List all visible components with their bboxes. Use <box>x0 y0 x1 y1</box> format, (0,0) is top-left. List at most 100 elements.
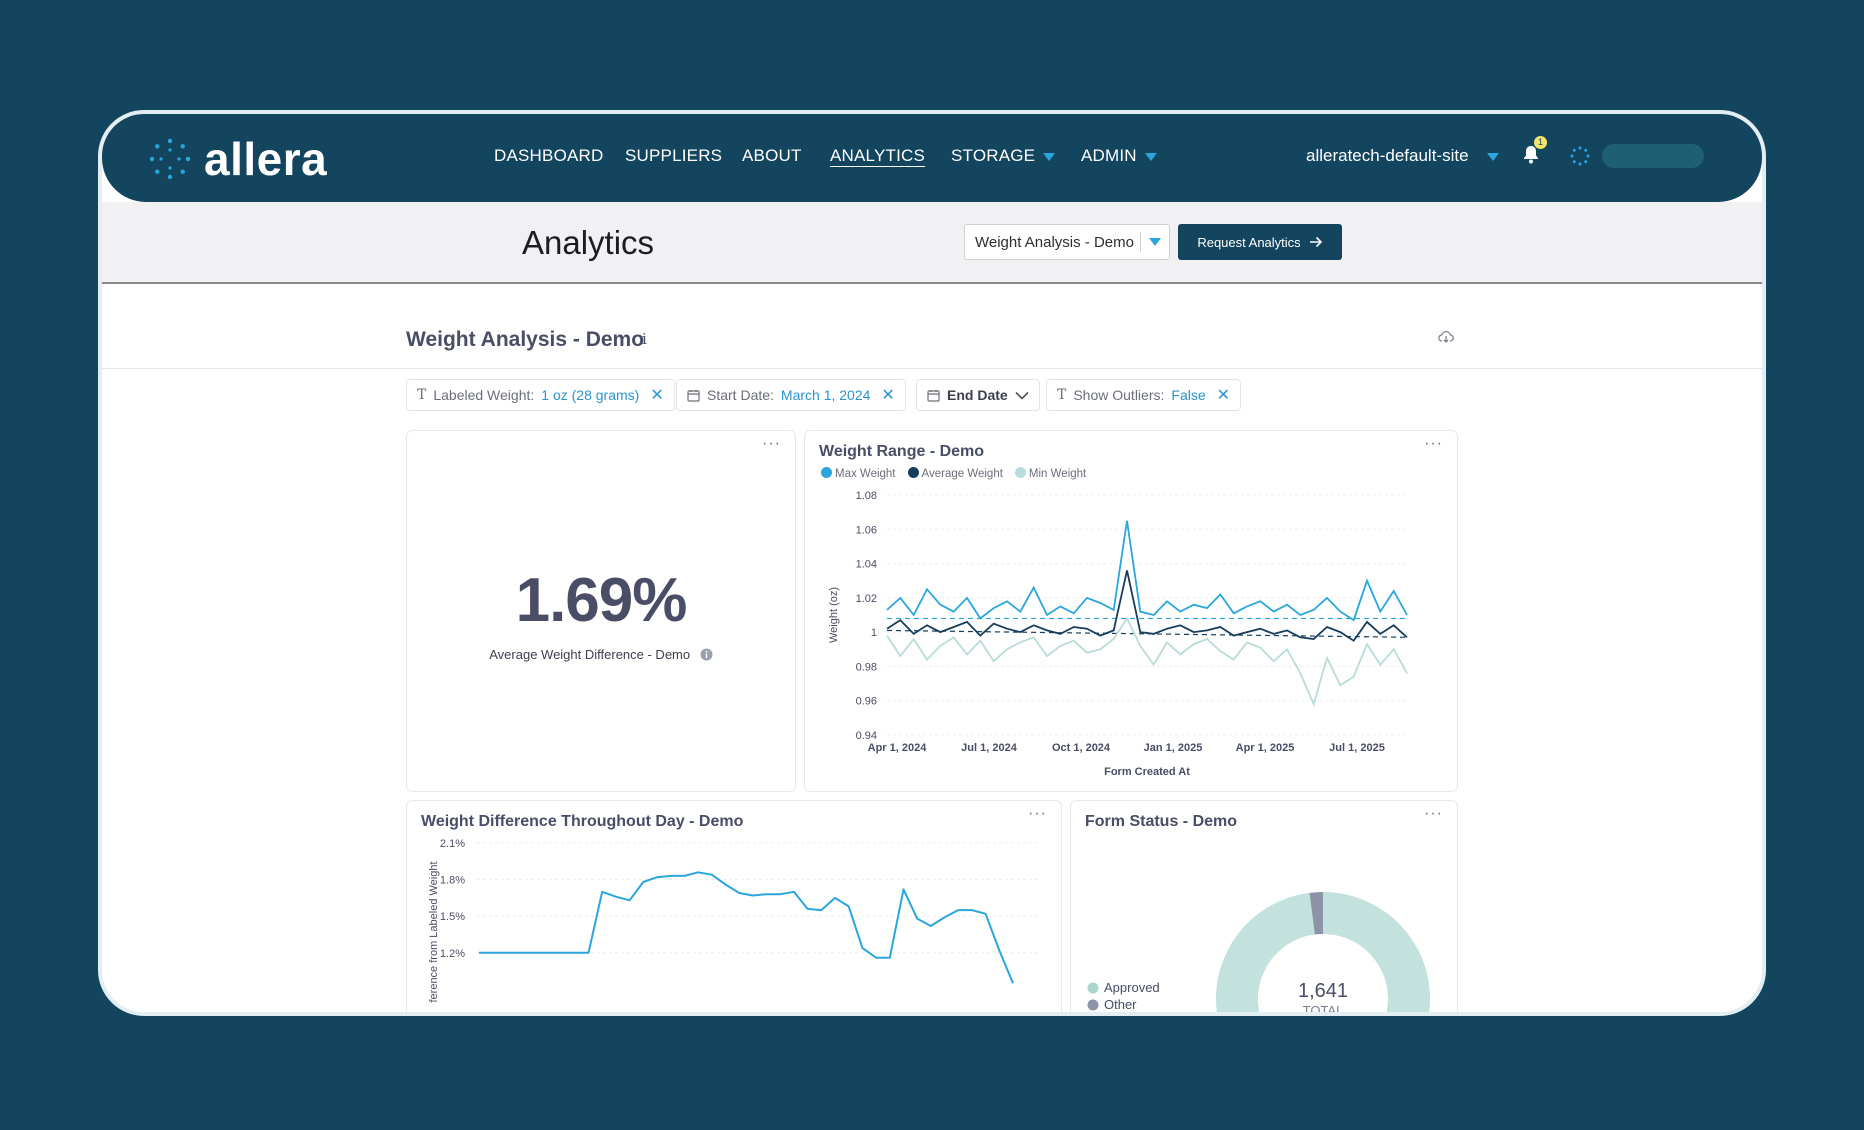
calendar-icon <box>687 389 700 402</box>
legend-label: Min Weight <box>1028 468 1087 480</box>
card-title: Form Status - Demo <box>1085 813 1238 830</box>
y-tick-label: 1.04 <box>856 559 877 571</box>
filter-start-date[interactable]: Start Date: March 1, 2024 ✕ <box>676 379 906 411</box>
y-tick-label: 1.02 <box>856 593 877 605</box>
more-options-icon[interactable]: ··· <box>762 435 781 452</box>
form-status-card: Form Status - Demo ··· 1,641 TOTAL Approve… <box>1070 800 1458 1012</box>
dashboard-select[interactable]: Weight Analysis - Demo <box>964 224 1170 260</box>
nav-analytics[interactable]: ANALYTICS <box>830 146 926 165</box>
legend-item[interactable]: Average Weight <box>907 467 1003 480</box>
metric-label-text: Average Weight Difference - Demo <box>489 647 691 662</box>
legend-item[interactable]: Max Weight <box>821 467 896 480</box>
x-tick-label: Jul 1, 2025 <box>1329 742 1385 754</box>
x-tick-label: Oct 1, 2024 <box>1052 742 1111 754</box>
filter-value: False <box>1171 387 1206 403</box>
nav-about[interactable]: ABOUT <box>742 146 802 165</box>
chevron-down-icon <box>1486 152 1499 161</box>
more-options-icon[interactable]: ··· <box>1424 435 1443 452</box>
legend-swatch <box>1014 467 1026 478</box>
y-tick-label: 0.98 <box>856 661 877 673</box>
y-tick-label: 1.8% <box>440 875 465 887</box>
legend-item[interactable]: Min Weight <box>1014 467 1087 480</box>
request-analytics-button[interactable]: Request Analytics <box>1178 224 1342 260</box>
day-difference-card: Weight Difference Throughout Day - Demo … <box>406 800 1062 1012</box>
loading-icon <box>1570 146 1590 166</box>
close-icon[interactable]: ✕ <box>881 387 895 404</box>
legend-label: Approved <box>1104 980 1160 995</box>
x-tick-label: Apr 1, 2025 <box>1236 742 1295 754</box>
info-icon[interactable]: i <box>642 330 647 348</box>
user-menu[interactable] <box>1602 144 1704 168</box>
y-tick-label: 0.96 <box>856 696 877 708</box>
legend-label: Max Weight <box>835 468 896 480</box>
request-analytics-label: Request Analytics <box>1197 234 1301 250</box>
nav-dashboard[interactable]: DASHBOARD <box>494 146 604 165</box>
filter-show-outliers[interactable]: T Show Outliers: False ✕ <box>1046 379 1242 411</box>
filter-label: End Date <box>947 387 1008 403</box>
notification-badge: 1 <box>1534 136 1547 149</box>
nav-admin[interactable]: ADMIN <box>1081 146 1157 166</box>
x-tick-label: Jul 1, 2024 <box>961 742 1018 754</box>
filter-end-date[interactable]: End Date <box>916 379 1040 411</box>
text-filter-icon: T <box>1057 387 1067 403</box>
y-tick-label: 1 <box>871 627 877 639</box>
more-options-icon[interactable]: ··· <box>1028 805 1047 822</box>
info-icon[interactable] <box>700 648 713 661</box>
filter-value: March 1, 2024 <box>780 387 871 403</box>
logo[interactable]: allera <box>148 132 327 186</box>
top-nav: allera DASHBOARD SUPPLIERS ABOUT ANALYTI… <box>102 114 1762 202</box>
dashboard-select-value: Weight Analysis - Demo <box>975 233 1134 251</box>
arrow-right-icon <box>1309 236 1322 248</box>
chevron-down-icon <box>1144 152 1157 161</box>
y-tick-label: 1.06 <box>856 524 877 536</box>
y-tick-label: 2.1% <box>440 838 465 850</box>
metric-value: 1.69% <box>515 566 688 635</box>
metric-label: Average Weight Difference - Demo <box>407 647 795 662</box>
logo-icon <box>149 138 191 180</box>
series-line-average-weight <box>886 570 1408 642</box>
select-divider <box>1140 232 1141 252</box>
series-line-max-weight <box>886 520 1408 622</box>
y-tick-label: 1.2% <box>440 948 465 960</box>
legend-label: Average Weight <box>921 468 1003 480</box>
card-title: Weight Difference Throughout Day - Demo <box>421 813 744 830</box>
close-icon[interactable]: ✕ <box>650 387 664 404</box>
chevron-down-icon <box>1043 152 1056 161</box>
calendar-icon <box>927 389 940 402</box>
x-tick-label: Apr 1, 2024 <box>868 742 928 754</box>
filter-label: Labeled Weight: <box>433 387 535 403</box>
chart-legend: Max Weight Average Weight Min Weight <box>821 467 1086 480</box>
pie-slice-other <box>1309 892 1324 935</box>
x-tick-label: Jan 1, 2025 <box>1144 742 1203 754</box>
logo-text: allera <box>204 133 328 185</box>
metric-card: ··· 1.69% Average Weight Difference - De… <box>406 430 796 792</box>
filter-label: Show Outliers: <box>1073 387 1165 403</box>
pie-slice-approved <box>1216 892 1430 1012</box>
legend-swatch <box>907 467 919 478</box>
bell-icon[interactable] <box>1522 144 1540 164</box>
chevron-down-icon <box>1015 391 1029 400</box>
y-tick-label: 1.08 <box>856 490 877 502</box>
y-axis-label: Weight (oz) <box>828 587 840 643</box>
y-tick-label: 0.94 <box>856 730 877 742</box>
more-options-icon[interactable]: ··· <box>1424 805 1443 822</box>
download-icon[interactable] <box>1438 330 1454 344</box>
close-icon[interactable]: ✕ <box>1216 387 1231 404</box>
nav-storage[interactable]: STORAGE <box>951 146 1056 166</box>
legend-swatch <box>1087 999 1099 1011</box>
y-tick-label: 1.5% <box>440 911 465 923</box>
site-selector[interactable]: alleratech-default-site <box>1306 146 1499 166</box>
dashboard-title: Weight Analysis - Demo <box>406 328 645 351</box>
series-line <box>479 871 1014 984</box>
site-name: alleratech-default-site <box>1306 146 1469 165</box>
nav-suppliers[interactable]: SUPPLIERS <box>625 146 723 165</box>
legend-label: Other <box>1104 997 1137 1012</box>
filter-labeled-weight[interactable]: T Labeled Weight: 1 oz (28 grams) ✕ <box>406 379 675 411</box>
legend-swatch <box>821 467 832 478</box>
nav-admin-label: ADMIN <box>1081 146 1137 165</box>
card-title: Weight Range - Demo <box>819 443 985 460</box>
trend-line-average <box>886 629 1408 638</box>
chevron-down-icon <box>1141 238 1169 246</box>
